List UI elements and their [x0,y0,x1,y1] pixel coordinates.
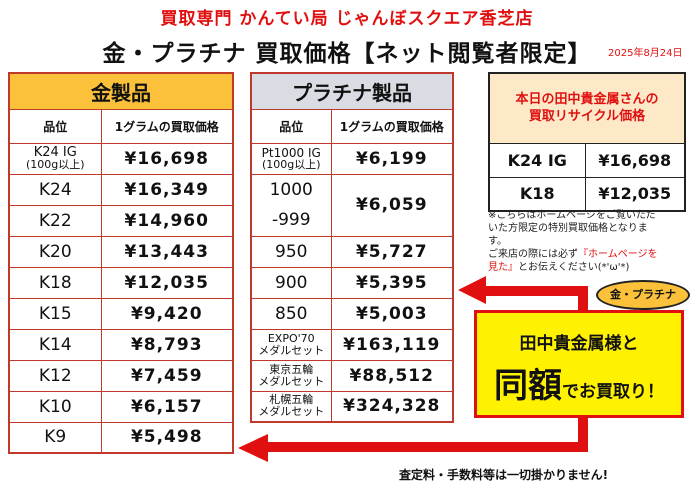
note-line: す。 [488,236,507,247]
tanaka-grade: K18 [488,176,586,212]
platinum-row: 950 ¥5,727 [250,235,454,268]
gold-row: K18 ¥12,035 [8,266,234,299]
note-text: ご来店の際には必ず [488,249,578,260]
tanaka-price: ¥12,035 [584,176,686,212]
platinum-price: ¥6,199 [330,142,454,175]
platinum-grade-line1: 札幌五輪 [269,393,314,407]
gold-row: K22 ¥14,960 [8,204,234,237]
platinum-grade-line1: EXPO'70 [267,331,315,345]
price-date: 2025年8月24日 [608,48,683,59]
gold-row: K15 ¥9,420 [8,297,234,330]
platinum-row: 東京五輪 メダルセット ¥88,512 [250,359,454,392]
promo-line1: 田中貴金属様と [519,334,639,354]
platinum-grade: 東京五輪 メダルセット [250,359,332,392]
promo-big-text: 同額 [494,366,562,406]
tanaka-row: K18 ¥12,035 [488,176,686,212]
gold-grade: K20 [8,235,102,268]
promo-rest-text: でお買取り！ [562,382,664,402]
platinum-table-title: プラチナ製品 [250,72,454,110]
platinum-row: Pt1000 IG (100g以上) ¥6,199 [250,142,454,175]
platinum-price: ¥5,003 [330,297,454,330]
arrow-to-gold-icon [238,418,588,462]
platinum-price: ¥5,395 [330,266,454,299]
gold-price: ¥8,793 [100,328,234,361]
gold-platinum-badge: 金・プラチナ [596,280,690,310]
tanaka-title-line1: 本日の田中貴金属さんの [515,92,659,108]
gold-row: K10 ¥6,157 [8,390,234,423]
gold-row: K24 ¥16,349 [8,173,234,206]
same-price-promo: 田中貴金属様と 同額でお買取り！ [474,310,684,418]
gold-row: K9 ¥5,498 [8,421,234,454]
shop-name: 買取専門 かんてい局 じゃんぼスクエア香芝店 [160,9,534,29]
gold-row: K20 ¥13,443 [8,235,234,268]
platinum-grade-line2: メダルセット [258,374,325,388]
note-line: いた方限定の特別買取価格となりま [488,223,648,234]
gold-grade-line1: K24 IG [33,144,77,160]
gold-grade: K22 [8,204,102,237]
gold-row: K12 ¥7,459 [8,359,234,392]
note-text: とお伝えください(*'ω'*) [518,262,630,273]
gold-grade: K15 [8,297,102,330]
gold-price: ¥6,157 [100,390,234,423]
platinum-price-table: プラチナ製品 品位 1グラムの買取価格 Pt1000 IG (100g以上) ¥… [250,72,454,423]
gold-price-table: 金製品 品位 1グラムの買取価格 K24 IG (100g以上) ¥16,698… [8,72,234,454]
gold-grade: K18 [8,266,102,299]
gold-price: ¥12,035 [100,266,234,299]
page-title: 金・プラチナ 買取価格【ネット閲覧者限定】 [102,41,592,67]
note-highlight: 見た』 [488,262,518,273]
platinum-grade-line2: メダルセット [258,343,325,357]
tanaka-title-line2: 買取リサイクル価格 [528,109,646,125]
platinum-grade: EXPO'70 メダルセット [250,328,332,361]
platinum-row: 850 ¥5,003 [250,297,454,330]
gold-row: K24 IG (100g以上) ¥16,698 [8,142,234,175]
gold-grade: K24 IG (100g以上) [8,142,102,175]
platinum-grade-line1: 東京五輪 [269,362,314,376]
platinum-grade: 950 [250,235,332,268]
platinum-row: 1000 -999 ¥6,059 [250,173,454,237]
gold-grade: K10 [8,390,102,423]
platinum-col-grade: 品位 [250,108,332,144]
arrow-to-platinum-icon [458,276,588,312]
no-fee-notice: 査定料・手数料等は一切掛かりません! [399,468,609,482]
tanaka-table-title: 本日の田中貴金属さんの 買取リサイクル価格 [488,72,686,144]
platinum-row: 札幌五輪 メダルセット ¥324,328 [250,390,454,423]
platinum-grade-line2: メダルセット [258,405,325,419]
platinum-grade: 1000 -999 [250,173,332,237]
platinum-price: ¥5,727 [330,235,454,268]
gold-price: ¥16,698 [100,142,234,175]
platinum-price: ¥324,328 [330,390,454,423]
platinum-grade-line2: -999 [271,210,311,230]
gold-grade-line2: (100g以上) [25,157,85,171]
platinum-grade-line1: 1000 [269,180,313,200]
gold-price: ¥16,349 [100,173,234,206]
tanaka-row: K24 IG ¥16,698 [488,142,686,178]
platinum-grade: Pt1000 IG (100g以上) [250,142,332,175]
platinum-grade-line2: (100g以上) [261,157,321,171]
note-highlight: 『ホームページを [578,249,658,260]
note-line: ※こちらはホームページをご覧いただ [488,210,656,221]
tanaka-price-table: 本日の田中貴金属さんの 買取リサイクル価格 K24 IG ¥16,698 K18 ¥… [488,72,686,212]
platinum-grade: 札幌五輪 メダルセット [250,390,332,423]
special-price-note: ※こちらはホームページをご覧いただ いた方限定の特別買取価格となりま す。 ご来… [488,209,688,274]
tanaka-price: ¥16,698 [584,142,686,178]
gold-grade: K24 [8,173,102,206]
gold-price: ¥13,443 [100,235,234,268]
gold-col-price: 1グラムの買取価格 [100,108,234,144]
platinum-row: 900 ¥5,395 [250,266,454,299]
platinum-grade-line1: Pt1000 IG [261,145,321,160]
gold-price: ¥9,420 [100,297,234,330]
platinum-col-price: 1グラムの買取価格 [330,108,454,144]
platinum-price: ¥88,512 [330,359,454,392]
gold-price: ¥5,498 [100,421,234,454]
gold-grade: K9 [8,421,102,454]
platinum-price: ¥6,059 [330,173,454,237]
